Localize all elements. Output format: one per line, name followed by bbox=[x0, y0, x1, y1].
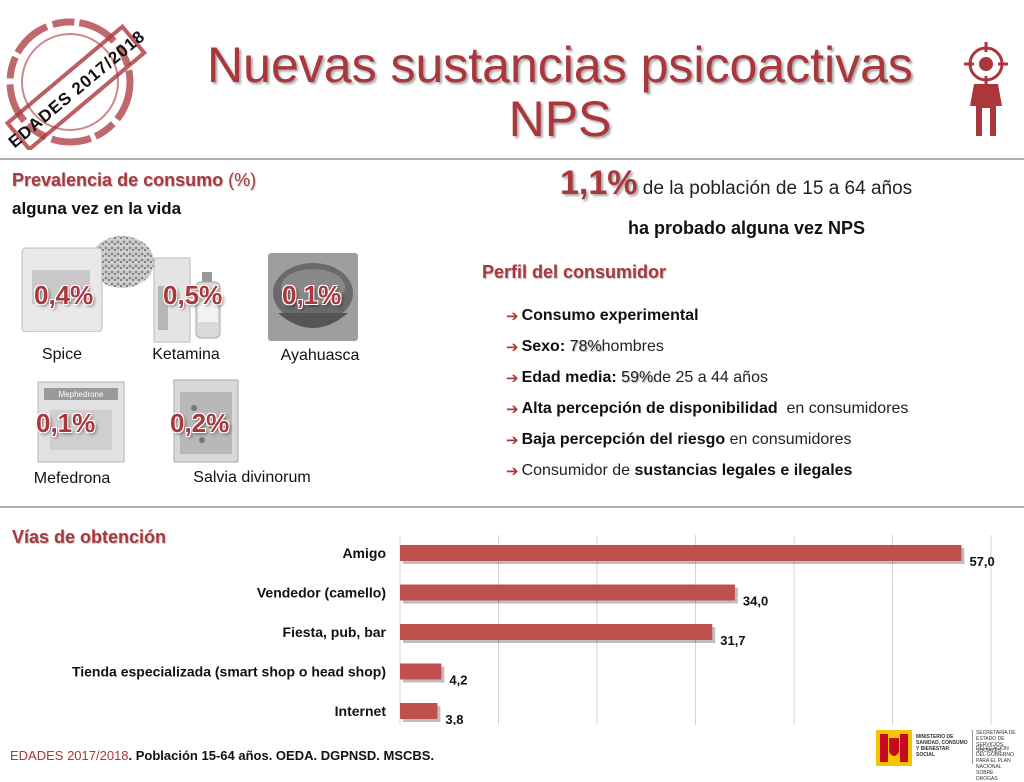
profile-item: ➔ Sexo: 78% hombres bbox=[506, 337, 664, 356]
mefedrona-value: 0,1% bbox=[36, 408, 96, 438]
spice-photo bbox=[21, 236, 154, 332]
salvia-label: Salvia divinorum bbox=[193, 469, 311, 486]
bar bbox=[400, 663, 442, 680]
arrow-right-icon: ➔ bbox=[506, 368, 519, 387]
bar bbox=[400, 703, 438, 719]
ketamina-value: 0,5% bbox=[163, 280, 223, 310]
coat-of-arms-icon bbox=[876, 730, 912, 766]
category-label: Internet bbox=[335, 703, 387, 719]
divider-top bbox=[0, 158, 1024, 160]
divider-middle bbox=[0, 506, 1024, 508]
chart-title: Vías de obtención bbox=[12, 527, 167, 547]
footer: EDADES 2017/2018. Población 15-64 años. … bbox=[10, 748, 434, 763]
prevalence-subheading: alguna vez en la vida bbox=[12, 199, 182, 218]
ministry-secretariat: SECRETARÍA DE ESTADO DE SERVICIOS SOCIAL… bbox=[976, 730, 1016, 754]
obtention-chart: Amigo 57,0 Vendedor (camello) 34,0 Fiesta, p… bbox=[72, 535, 995, 725]
value-label: 34,0 bbox=[743, 594, 768, 609]
ayahuasca-label: Ayahuasca bbox=[280, 347, 360, 364]
value-label: 4,2 bbox=[449, 673, 467, 688]
value-label: 3,8 bbox=[445, 712, 463, 725]
target-person-icon bbox=[964, 42, 1008, 136]
headline: 1,1% de la población de 15 a 64 años bbox=[560, 164, 912, 203]
profile-item: ➔ Consumo experimental bbox=[506, 306, 699, 325]
headline-subtext: ha probado alguna vez NPS bbox=[628, 218, 866, 238]
ministry-divider bbox=[972, 730, 973, 764]
mefedrona-label: Mefedrona bbox=[33, 470, 111, 487]
salvia-photo bbox=[173, 379, 239, 463]
bar bbox=[400, 624, 713, 640]
ketamina-label: Ketamina bbox=[152, 346, 220, 363]
category-label: Fiesta, pub, bar bbox=[283, 624, 387, 640]
value-label: 31,7 bbox=[720, 633, 745, 648]
arrow-right-icon: ➔ bbox=[506, 399, 519, 418]
page-title: Nuevas sustancias psicoactivas NPS bbox=[150, 38, 970, 146]
value-label: 57,0 bbox=[969, 554, 994, 569]
title-line-2: NPS bbox=[508, 91, 612, 147]
category-label: Vendedor (camello) bbox=[257, 585, 386, 601]
spice-value: 0,4% bbox=[34, 280, 94, 310]
ayahuasca-value: 0,1% bbox=[282, 280, 342, 310]
ketamina-photo bbox=[153, 257, 221, 343]
ministry-name: MINISTERIO DE SANIDAD, CONSUMO Y BIENEST… bbox=[916, 734, 968, 758]
profile-item: ➔ Alta percepción de disponibilidad en c… bbox=[506, 399, 909, 418]
mefedrona-photo: Mephedrone bbox=[37, 381, 125, 463]
headline-value: 1,1% bbox=[560, 164, 638, 202]
headline-text: de la población de 15 a 64 años bbox=[642, 178, 913, 199]
bar bbox=[400, 545, 962, 561]
arrow-right-icon: ➔ bbox=[506, 430, 519, 449]
footer-note: . Población 15-64 años. OEDA. DGPNSD. MS… bbox=[128, 748, 435, 763]
ministry-logo: MINISTERIO DE SANIDAD, CONSUMO Y BIENEST… bbox=[876, 728, 1016, 782]
spice-label: Spice bbox=[41, 346, 83, 363]
prevalence-heading: Prevalencia de consumo (%) bbox=[12, 170, 257, 190]
mefedrona-pack-text: Mephedrone bbox=[59, 390, 104, 399]
arrow-right-icon: ➔ bbox=[506, 461, 519, 480]
profile-item: ➔ Consumidor de sustancias legales e ile… bbox=[506, 461, 853, 480]
bar bbox=[400, 584, 735, 601]
arrow-right-icon: ➔ bbox=[506, 337, 519, 356]
edades-stamp: EDADES 2017/2018 bbox=[4, 18, 149, 150]
footer-source: EDADES 2017/2018 bbox=[10, 748, 129, 763]
ayahuasca-photo bbox=[268, 253, 358, 341]
category-label: Amigo bbox=[342, 545, 386, 561]
ministry-delegation: DELEGACIÓN DEL GOBIERNO PARA EL PLAN NAC… bbox=[976, 746, 1014, 782]
title-line-1: Nuevas sustancias psicoactivas bbox=[207, 37, 913, 93]
profile-list: ➔ Consumo experimental ➔ Sexo: 78% hombr… bbox=[506, 300, 1006, 486]
profile-item: ➔ Edad media: 59% de 25 a 44 años bbox=[506, 368, 768, 387]
profile-item: ➔ Baja percepción del riesgo en consumid… bbox=[506, 430, 852, 449]
salvia-value: 0,2% bbox=[170, 408, 230, 438]
arrow-right-icon: ➔ bbox=[506, 306, 519, 325]
category-label: Tienda especializada (smart shop o head … bbox=[72, 664, 386, 680]
profile-heading: Perfil del consumidor bbox=[482, 262, 667, 282]
